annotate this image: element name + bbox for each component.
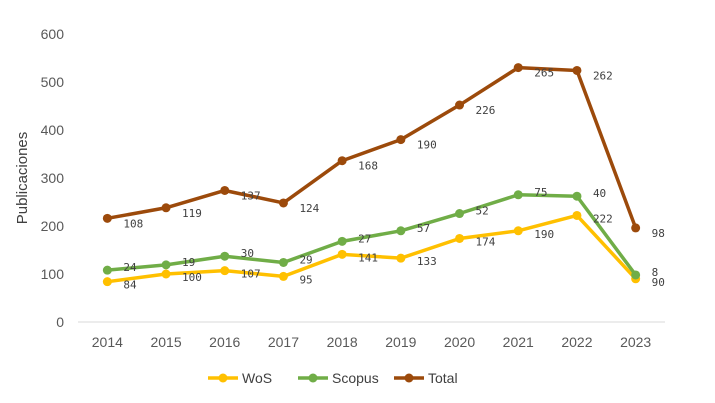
data-label-total: 98 (652, 227, 665, 240)
data-label-wos: 190 (534, 228, 554, 241)
legend-label-wos: WoS (242, 370, 272, 386)
point-total (337, 156, 347, 166)
point-total (396, 135, 406, 145)
y-tick-label: 200 (41, 218, 65, 234)
x-tick-label: 2014 (92, 334, 123, 350)
data-label-total: 226 (476, 104, 496, 117)
point-scopus (102, 265, 112, 275)
x-tick-label: 2023 (620, 334, 651, 350)
x-tick-label: 2016 (209, 334, 240, 350)
series-lines (105, 65, 638, 284)
point-wos (396, 253, 406, 263)
point-scopus (278, 257, 288, 267)
data-label-total: 168 (358, 160, 378, 173)
y-tick-label: 300 (41, 170, 65, 186)
data-label-total: 124 (299, 202, 319, 215)
point-total (513, 63, 523, 73)
point-total (161, 203, 171, 213)
point-scopus (513, 190, 523, 200)
data-label-total: 137 (241, 189, 261, 202)
legend-swatch-marker (308, 373, 318, 383)
x-tick-label: 2020 (444, 334, 475, 350)
point-wos (161, 269, 171, 279)
y-axis-ticks: 0 100 200 300 400 500 600 (41, 26, 65, 330)
series-points (102, 63, 641, 287)
data-label-scopus: 19 (182, 256, 195, 269)
point-wos (513, 226, 523, 236)
x-axis-ticks: 2014 2015 2016 2017 2018 2019 2020 2021 2022 2023 (92, 334, 652, 350)
y-tick-label: 100 (41, 266, 65, 282)
data-label-wos: 133 (417, 255, 437, 268)
point-total (455, 100, 465, 110)
y-tick-label: 400 (41, 122, 65, 138)
data-label-wos: 84 (123, 279, 137, 292)
data-label-scopus: 57 (417, 222, 430, 235)
point-scopus (161, 260, 171, 270)
x-tick-label: 2022 (561, 334, 592, 350)
legend-label-scopus: Scopus (332, 370, 379, 386)
data-label-scopus: 27 (358, 232, 371, 245)
data-label-scopus: 24 (123, 261, 137, 274)
data-label-scopus: 40 (593, 187, 606, 200)
x-tick-label: 2017 (268, 334, 299, 350)
data-label-total: 108 (123, 217, 143, 230)
point-total (278, 198, 288, 208)
point-scopus (572, 191, 582, 201)
data-label-wos: 174 (476, 235, 496, 248)
data-label-total: 119 (182, 207, 202, 220)
data-label-wos: 100 (182, 271, 202, 284)
point-total (220, 185, 230, 195)
legend: WoS Scopus Total (208, 370, 458, 386)
data-label-scopus: 75 (534, 186, 547, 199)
y-tick-label: 0 (56, 314, 64, 330)
data-label-wos: 222 (593, 212, 613, 225)
x-tick-label: 2015 (150, 334, 181, 350)
point-scopus (631, 270, 641, 280)
data-labels: 84 100 107 95 141 133 174 190 222 90 24 19 30 29 27 57 5… (123, 67, 665, 292)
point-wos (278, 271, 288, 281)
x-tick-label: 2018 (327, 334, 358, 350)
point-wos (455, 233, 465, 243)
point-scopus (396, 226, 406, 236)
point-total (572, 65, 582, 75)
legend-label-total: Total (428, 370, 458, 386)
x-tick-label: 2021 (503, 334, 534, 350)
y-tick-label: 600 (41, 26, 65, 42)
point-scopus (220, 251, 230, 261)
series-line-wos (105, 213, 638, 284)
x-tick-label: 2019 (385, 334, 416, 350)
point-wos (102, 277, 112, 287)
point-total (102, 213, 112, 223)
series-line-total (105, 65, 638, 230)
point-scopus (337, 236, 347, 246)
data-label-total: 262 (593, 69, 613, 82)
data-label-wos: 95 (299, 273, 312, 286)
data-label-scopus: 29 (299, 253, 312, 266)
point-total (631, 223, 641, 233)
legend-swatch-marker (404, 373, 414, 383)
legend-swatch-marker (218, 373, 228, 383)
data-label-wos: 141 (358, 251, 378, 264)
point-scopus (455, 209, 465, 219)
data-label-scopus: 30 (241, 247, 254, 260)
series-line-scopus (105, 193, 638, 277)
data-label-scopus: 52 (476, 205, 489, 218)
y-axis-label: Publicaciones (14, 132, 31, 225)
data-label-wos: 107 (241, 268, 261, 281)
data-label-total: 190 (417, 139, 437, 152)
point-wos (572, 210, 582, 220)
y-tick-label: 500 (41, 74, 65, 90)
data-label-wos: 90 (652, 276, 665, 289)
point-wos (220, 266, 230, 276)
point-wos (337, 249, 347, 259)
data-label-total: 265 (534, 67, 554, 80)
data-label-scopus: 8 (652, 266, 659, 279)
